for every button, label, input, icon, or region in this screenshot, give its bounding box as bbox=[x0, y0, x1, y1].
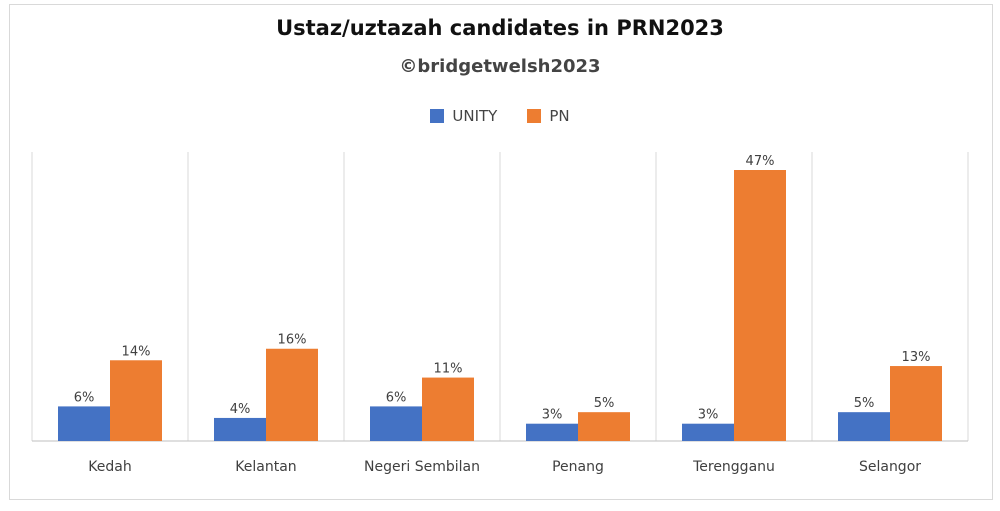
chart-title: Ustaz/uztazah candidates in PRN2023 bbox=[276, 16, 724, 40]
data-label: 5% bbox=[854, 396, 875, 411]
category-label: Kedah bbox=[88, 459, 131, 475]
data-label: 13% bbox=[902, 350, 931, 365]
bar-pn bbox=[734, 170, 786, 441]
bar-pn bbox=[110, 360, 162, 441]
bar-pn bbox=[266, 348, 318, 441]
legend-item-pn: PN bbox=[527, 107, 570, 125]
bar-unity bbox=[58, 406, 110, 441]
bar-unity bbox=[682, 423, 734, 441]
chart-subtitle: ©bridgetwelsh2023 bbox=[399, 56, 601, 77]
data-label: 6% bbox=[386, 390, 407, 405]
data-label: 5% bbox=[594, 396, 615, 411]
data-label: 6% bbox=[74, 390, 95, 405]
bar-pn bbox=[422, 377, 474, 441]
bar-unity bbox=[370, 406, 422, 441]
legend-item-unity: UNITY bbox=[430, 107, 497, 125]
category-label: Kelantan bbox=[235, 459, 296, 475]
legend: UNITY PN bbox=[0, 107, 1000, 125]
category-label: Negeri Sembilan bbox=[364, 459, 480, 475]
data-label: 47% bbox=[746, 154, 775, 169]
bar-unity bbox=[838, 412, 890, 441]
bar-unity bbox=[526, 423, 578, 441]
legend-swatch-pn bbox=[527, 109, 542, 123]
data-label: 3% bbox=[542, 408, 563, 423]
bar-pn bbox=[578, 412, 630, 441]
bar-pn bbox=[890, 366, 942, 441]
legend-swatch-unity bbox=[430, 109, 445, 123]
category-label: Selangor bbox=[859, 459, 921, 475]
legend-label-pn: PN bbox=[549, 107, 570, 125]
legend-label-unity: UNITY bbox=[452, 107, 498, 125]
data-label: 3% bbox=[698, 408, 719, 423]
data-label: 11% bbox=[434, 362, 463, 377]
category-label: Penang bbox=[552, 459, 604, 475]
category-label: Terengganu bbox=[692, 459, 775, 475]
bar-unity bbox=[214, 417, 266, 441]
data-label: 16% bbox=[278, 333, 307, 348]
chart-frame bbox=[9, 4, 993, 500]
data-label: 4% bbox=[230, 402, 251, 417]
data-label: 14% bbox=[122, 344, 151, 359]
